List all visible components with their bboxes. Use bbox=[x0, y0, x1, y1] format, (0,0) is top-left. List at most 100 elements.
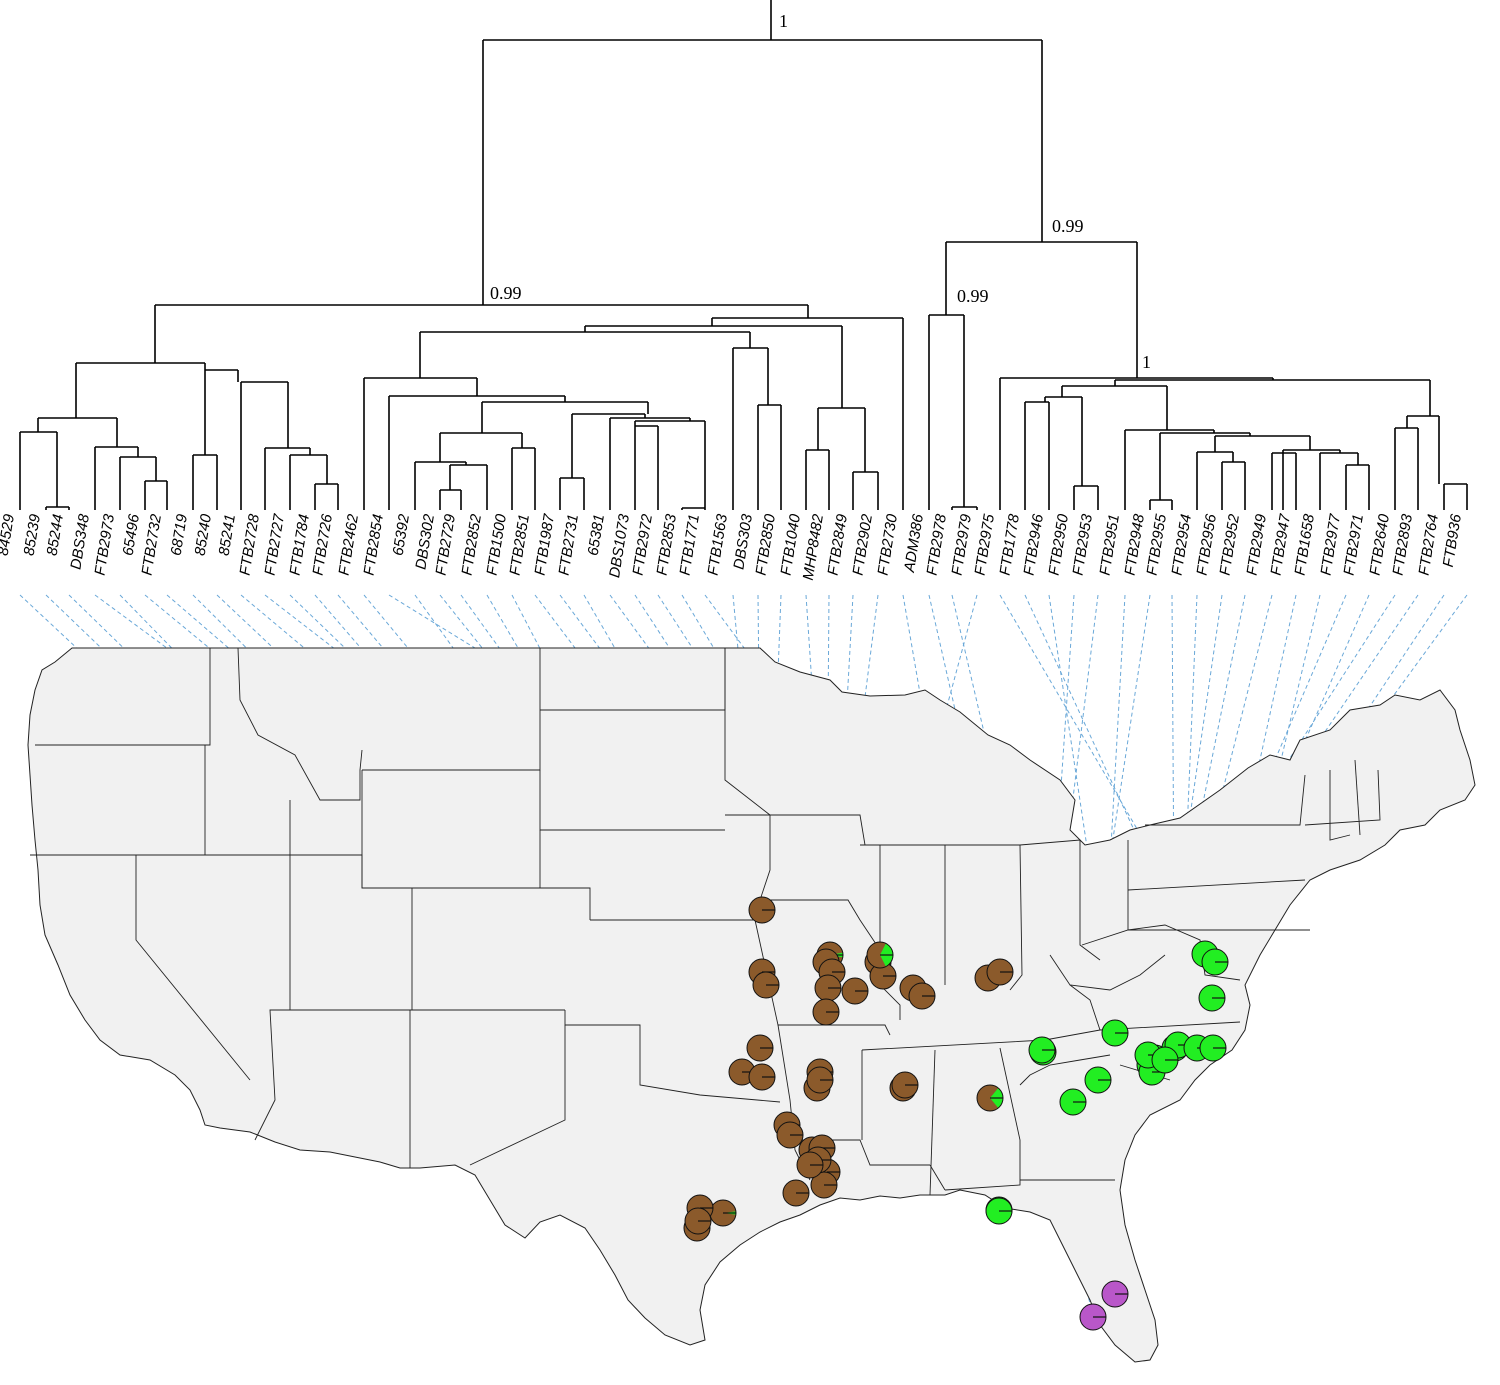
leaf-label: FTB2955 bbox=[1144, 512, 1171, 576]
pie-outline bbox=[684, 1207, 712, 1235]
state-border bbox=[945, 844, 1023, 991]
pie-outline bbox=[1198, 984, 1226, 1012]
support-east-clade: 0.99 bbox=[1052, 216, 1084, 236]
pie-outline bbox=[1101, 1280, 1129, 1308]
leaf-label: FTB1563 bbox=[705, 512, 732, 576]
sample-pie-brown bbox=[709, 1199, 737, 1227]
us-map bbox=[27, 647, 1476, 1363]
sample-pie-green bbox=[1084, 1066, 1112, 1094]
sample-pie-brown bbox=[866, 941, 894, 969]
leaf-to-site-connector bbox=[1097, 594, 1126, 1081]
leaf-label: 84529 bbox=[0, 512, 18, 557]
leaf-label: FTB2975 bbox=[972, 512, 999, 576]
leaf-label: FTB2954 bbox=[1169, 513, 1195, 577]
state-border bbox=[861, 1021, 1241, 1051]
leaf-label: FTB2853 bbox=[654, 512, 681, 576]
pie-outline bbox=[1101, 1019, 1129, 1047]
sample-pie-brown bbox=[748, 896, 776, 924]
leaf-label: 65392 bbox=[390, 512, 413, 557]
leaf-label: DBS348 bbox=[67, 512, 93, 570]
state-border bbox=[1019, 839, 1101, 961]
sample-pie-brown bbox=[782, 1179, 810, 1207]
pie-outline bbox=[841, 977, 869, 1005]
sample-pie-green bbox=[1101, 1019, 1129, 1047]
leaf-label: FTB1500 bbox=[484, 512, 511, 576]
leaf-label: FTB2851 bbox=[507, 513, 533, 577]
state-border bbox=[254, 855, 291, 1141]
state-borders bbox=[30, 647, 1381, 1196]
leaf-label: FTB2978 bbox=[924, 512, 951, 576]
pie-outline bbox=[776, 1121, 804, 1149]
leaf-label: 65496 bbox=[120, 512, 143, 557]
sample-pie-purple bbox=[1079, 1303, 1107, 1331]
leaf-label: FTB2730 bbox=[875, 512, 902, 576]
state-border bbox=[564, 1010, 781, 1103]
leaf-label: 85241 bbox=[216, 513, 239, 557]
state-border bbox=[929, 1164, 946, 1191]
state-border bbox=[237, 647, 363, 801]
state-border bbox=[1081, 924, 1241, 981]
us-landmass bbox=[27, 647, 1476, 1363]
sample-pie-green bbox=[1199, 1034, 1227, 1062]
state-border bbox=[1019, 1054, 1111, 1086]
pie-outline bbox=[985, 1197, 1013, 1225]
leaf-label: FTB2952 bbox=[1217, 512, 1244, 576]
leaf-label: FTB2764 bbox=[1416, 513, 1442, 577]
support-adm-clade: 0.99 bbox=[957, 286, 989, 306]
pie-outline bbox=[976, 1084, 1004, 1112]
leaf-label: FTB1771 bbox=[677, 513, 703, 577]
leaf-label: 85239 bbox=[21, 512, 44, 557]
pie-outline bbox=[782, 1179, 810, 1207]
sample-pies bbox=[683, 896, 1229, 1331]
pie-outline bbox=[908, 982, 936, 1010]
state-border bbox=[135, 855, 251, 1081]
pie-outline bbox=[866, 941, 894, 969]
sample-pie-brown bbox=[752, 971, 780, 999]
sample-pie-purple bbox=[1101, 1280, 1129, 1308]
sample-pie-brown bbox=[746, 1034, 774, 1062]
leaf-label: FTB2726 bbox=[310, 512, 337, 576]
pie-outline bbox=[812, 998, 840, 1026]
leaf-to-site-connector bbox=[999, 594, 1216, 963]
pie-outline bbox=[1199, 1034, 1227, 1062]
pie-outline bbox=[1028, 1036, 1056, 1064]
leaf-label: FTB2979 bbox=[949, 512, 976, 576]
leaf-label: 65381 bbox=[585, 513, 608, 557]
leaf-label: FTB2972 bbox=[630, 512, 657, 576]
sample-pie-green bbox=[1198, 984, 1226, 1012]
support-green-clade: 1 bbox=[1142, 352, 1151, 372]
state-border bbox=[412, 887, 591, 920]
sample-pie-brown bbox=[812, 998, 840, 1026]
leaf-label: FTB2902 bbox=[850, 512, 877, 576]
leaf-label: FTB2949 bbox=[1244, 512, 1271, 576]
leaf-to-site-connector bbox=[1048, 594, 1116, 1034]
leaf-label: 85240 bbox=[192, 512, 215, 557]
leaf-label: FTB2947 bbox=[1268, 512, 1295, 576]
pie-outline bbox=[986, 958, 1014, 986]
leaf-label: FTB2731 bbox=[556, 513, 582, 577]
leaf-label: FTB2956 bbox=[1194, 512, 1221, 576]
leaf-label: FTB1658 bbox=[1292, 512, 1319, 576]
pie-outline bbox=[1059, 1088, 1087, 1116]
state-border bbox=[1145, 774, 1306, 826]
leaf-label: FTB2950 bbox=[1046, 512, 1073, 576]
leaf-label: FTB2953 bbox=[1070, 512, 1097, 576]
sample-pie-brown bbox=[748, 1063, 776, 1091]
pie-outline bbox=[806, 1066, 834, 1094]
pie-outline bbox=[748, 896, 776, 924]
state-border bbox=[469, 1025, 566, 1166]
leaf-label: FTB2951 bbox=[1097, 513, 1123, 577]
leaf-label: FTB2732 bbox=[139, 512, 166, 576]
sample-pie-brown bbox=[684, 1207, 712, 1235]
state-border bbox=[1069, 984, 1101, 1031]
sample-pie-brown bbox=[986, 958, 1014, 986]
state-border bbox=[1329, 770, 1351, 841]
leaf-label: FTB1987 bbox=[532, 512, 559, 576]
pie-outline bbox=[1151, 1046, 1179, 1074]
leaf-label: FTB2728 bbox=[237, 512, 264, 576]
state-border bbox=[879, 845, 901, 1020]
pie-outline bbox=[796, 1151, 824, 1179]
pie-outline bbox=[748, 1063, 776, 1091]
